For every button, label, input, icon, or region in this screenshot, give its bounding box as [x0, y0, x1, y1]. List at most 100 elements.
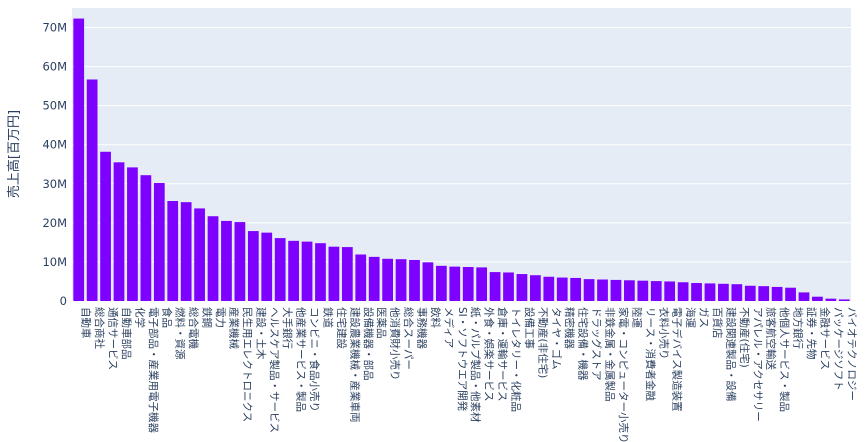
x-tick-label: 燃料・資源 [174, 307, 187, 360]
x-tick-label: 総合商社 [93, 307, 106, 349]
y-tick-labels: 0 10M 20M 30M 40M 50M 60M 70M [42, 21, 67, 308]
x-tick-label: 食品 [160, 307, 173, 328]
bar[interactable] [798, 292, 810, 301]
x-tick-label: 精密機器 [563, 307, 576, 349]
bar[interactable] [288, 240, 299, 301]
x-tick-label: 建設農業機械・産業車両 [348, 307, 361, 423]
bar[interactable] [650, 281, 662, 301]
bar[interactable] [422, 262, 434, 301]
bar[interactable] [207, 216, 219, 301]
x-tick-label: 倉庫・運輸サービス [496, 307, 509, 402]
y-tick-label: 0 [60, 294, 67, 308]
bar[interactable] [718, 283, 729, 301]
bar[interactable] [489, 272, 501, 301]
x-tick-label: 不動産(非住宅) [536, 307, 549, 378]
bar[interactable] [328, 246, 340, 301]
bar[interactable] [704, 283, 716, 301]
bar[interactable] [664, 281, 676, 301]
x-tick-label: 住宅設備・機器 [577, 307, 590, 381]
x-tick-label: 医薬品 [375, 307, 387, 339]
x-tick-label: 鉄道 [321, 307, 334, 328]
x-tick-label: 家電・コンピューター小売り [617, 307, 630, 442]
bar[interactable] [395, 259, 407, 301]
x-tick-label: ドラッグストア [590, 307, 603, 381]
bar[interactable] [744, 285, 756, 301]
x-tick-labels: 自動車 総合商社 通信サービス 自動車部品 化学 電子部品・産業用電子機器 食品 燃料・資源総… [80, 307, 858, 442]
bar[interactable] [476, 267, 488, 301]
bar[interactable] [731, 284, 743, 301]
bar[interactable] [113, 162, 125, 301]
x-tick-label: ガス [698, 307, 710, 328]
bar[interactable] [73, 18, 85, 301]
y-tick-label: 60M [42, 60, 67, 74]
bar[interactable] [409, 259, 420, 301]
bar[interactable] [234, 222, 246, 301]
bar[interactable] [691, 283, 702, 301]
bar[interactable] [274, 238, 286, 301]
bar[interactable] [556, 277, 568, 301]
bar[interactable] [315, 243, 326, 301]
bar[interactable] [637, 280, 649, 301]
bar[interactable] [529, 275, 541, 301]
bar[interactable] [516, 274, 528, 301]
x-tick-label: 不動産(住宅) [738, 307, 751, 368]
x-tick-label: 旅客航空輸送 [765, 307, 778, 370]
bar[interactable] [838, 299, 850, 301]
bar[interactable] [301, 241, 313, 301]
x-tick-label: 百貨店 [711, 307, 724, 339]
bar[interactable] [194, 208, 205, 301]
bar[interactable] [785, 287, 796, 301]
x-tick-label: 電子デバイス製造装置 [671, 307, 684, 412]
x-tick-label: 自動車 [80, 307, 93, 339]
bar[interactable] [771, 286, 783, 301]
bar[interactable] [758, 286, 770, 301]
bar[interactable] [677, 282, 689, 301]
bar[interactable] [153, 183, 165, 301]
x-tick-label: 海運 [684, 307, 697, 328]
x-tick-label: 衣料小売り [657, 307, 670, 360]
bar[interactable] [812, 296, 823, 301]
x-tick-label: アパレル・アクセサリー [751, 307, 763, 422]
bar[interactable] [140, 175, 152, 301]
bar[interactable] [382, 258, 394, 301]
x-tick-label: 設備機器・部品 [362, 307, 375, 381]
bar[interactable] [86, 79, 98, 301]
bar[interactable] [341, 247, 353, 301]
bar[interactable] [825, 298, 837, 301]
bar[interactable] [100, 151, 111, 301]
bar[interactable] [583, 279, 595, 301]
bar[interactable] [167, 200, 179, 301]
y-axis-title: 売上高[百万円] [6, 110, 22, 198]
x-tick-label: 総合スーパー [402, 307, 415, 370]
x-tick-label: 地方銀行 [792, 307, 805, 349]
x-tick-label: 陸運 [630, 307, 643, 328]
bar[interactable] [247, 231, 259, 301]
bar[interactable] [597, 279, 608, 301]
bar[interactable] [180, 202, 192, 301]
y-tick-label: 40M [42, 138, 67, 152]
x-tick-label: 民生用エレクトロニクス [241, 307, 254, 422]
x-tick-label: 他個人サービス・製品 [778, 307, 791, 412]
bars-group [73, 18, 850, 301]
bar[interactable] [503, 272, 514, 301]
bar[interactable] [610, 279, 622, 301]
y-tick-label: 70M [42, 21, 67, 35]
x-tick-label: バイオテクノロジー [845, 307, 857, 401]
x-tick-label: 総合電機 [187, 307, 200, 349]
bar[interactable] [355, 254, 367, 301]
bar[interactable] [624, 280, 635, 301]
x-tick-label: 化学 [133, 307, 146, 328]
bar[interactable] [449, 266, 461, 301]
bar[interactable] [543, 276, 555, 301]
bar[interactable] [221, 220, 232, 301]
bar[interactable] [462, 267, 474, 301]
bar[interactable] [127, 167, 138, 301]
bar[interactable] [435, 265, 447, 301]
x-tick-label: 建設・土木 [254, 307, 267, 360]
bar[interactable] [368, 256, 380, 301]
x-tick-label: パッケージソフト [832, 307, 844, 391]
bar[interactable] [570, 277, 582, 301]
bar[interactable] [261, 232, 273, 301]
